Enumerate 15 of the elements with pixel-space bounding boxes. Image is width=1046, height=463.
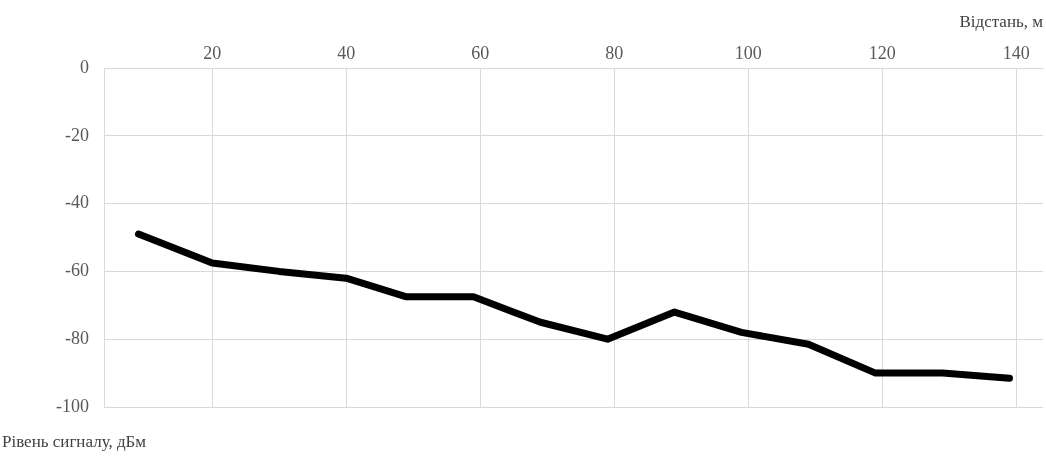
x-tick-label: 60 <box>471 42 490 63</box>
x-tick-label: 80 <box>605 42 624 63</box>
x-axis-title: Відстань, м <box>959 11 1044 31</box>
y-tick-label: 0 <box>79 56 89 77</box>
y-tick-label: -100 <box>55 395 89 416</box>
x-tick-label: 100 <box>734 42 762 63</box>
x-tick-label: 20 <box>203 42 222 63</box>
y-axis-title: Рівень сигналу, дБм <box>2 432 147 452</box>
y-tick-label: -60 <box>64 260 89 281</box>
y-tick-label: -40 <box>64 192 89 213</box>
y-tick-label: -80 <box>64 327 89 348</box>
y-tick-label: -20 <box>64 124 89 145</box>
x-tick-label: 40 <box>337 42 356 63</box>
x-tick-label: 120 <box>868 42 896 63</box>
x-tick-label: 140 <box>1002 42 1030 63</box>
